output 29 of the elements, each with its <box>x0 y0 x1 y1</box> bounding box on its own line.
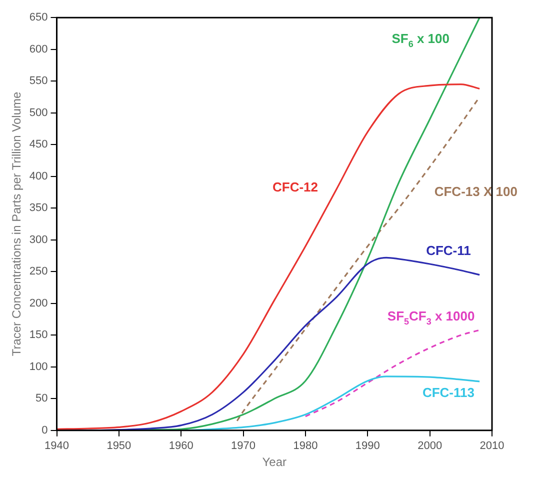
y-tick-label: 200 <box>29 297 48 310</box>
y-axis-title: Tracer Concentrations in Parts per Trillion Volume <box>10 92 24 356</box>
y-tick-label: 600 <box>29 43 48 56</box>
y-tick-label: 500 <box>29 106 48 119</box>
y-tick-label: 100 <box>29 360 48 373</box>
x-tick-label: 2000 <box>418 440 442 452</box>
x-tick-label: 1960 <box>168 440 194 452</box>
series-label: CFC-12 <box>272 179 318 194</box>
y-tick-label: 350 <box>29 202 48 214</box>
x-axis-title: Year <box>262 455 286 470</box>
y-tick-label: 650 <box>29 12 48 24</box>
x-tick-label: 1990 <box>355 440 380 452</box>
y-tick-label: 450 <box>29 138 48 151</box>
series-label: CFC-11 <box>426 243 471 258</box>
x-tick-label: 1950 <box>106 440 132 452</box>
x-tick-label: 2010 <box>480 440 504 452</box>
x-tick-label: 1970 <box>231 440 256 452</box>
y-tick-label: 300 <box>29 234 48 246</box>
y-tick-label: 550 <box>29 75 48 88</box>
series-label: CFC-113 <box>422 385 474 400</box>
line-series <box>304 329 480 418</box>
line-series <box>56 83 480 430</box>
y-tick-label: 0 <box>42 424 48 436</box>
y-tick-label: 50 <box>36 392 48 405</box>
y-tick-label: 150 <box>29 329 48 342</box>
y-tick-label: 400 <box>29 170 48 182</box>
x-tick-label: 1940 <box>44 440 69 452</box>
x-tick-label: 1980 <box>293 440 318 452</box>
y-tick-label: 250 <box>29 266 48 278</box>
